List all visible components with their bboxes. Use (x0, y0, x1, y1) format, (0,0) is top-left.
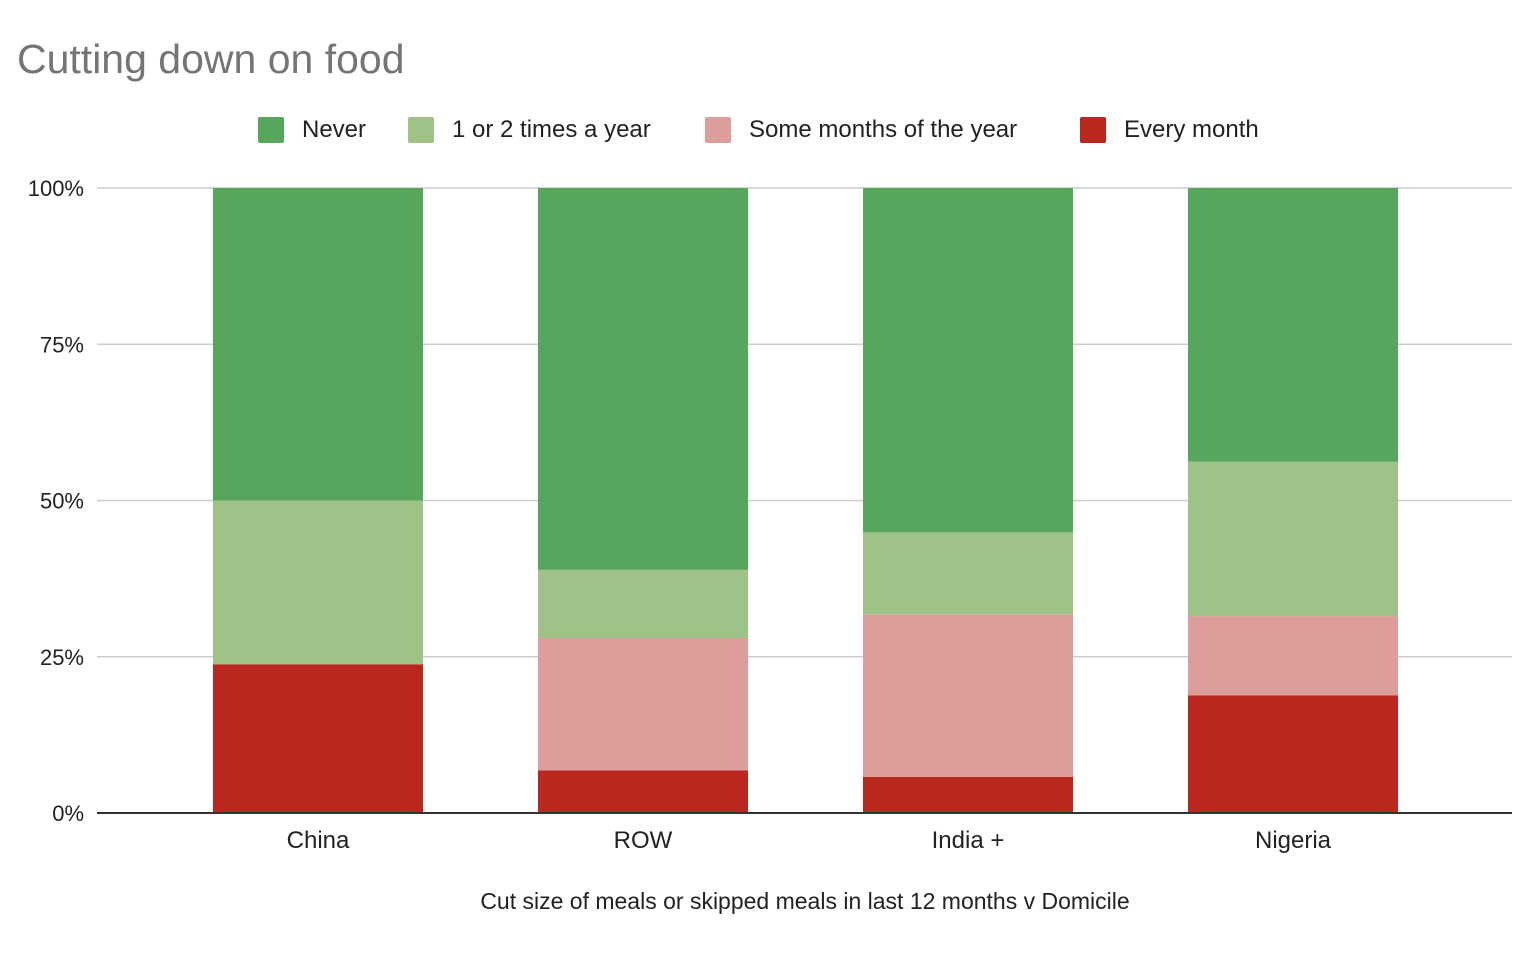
y-tick-label: 100% (28, 176, 84, 201)
bar-segment-nigeria-some-months-of-the-year[interactable] (1188, 616, 1398, 696)
x-tick-label: Nigeria (1255, 827, 1332, 854)
x-axis-label: Cut size of meals or skipped meals in la… (480, 888, 1130, 914)
bar-segment-india-1-or-2-times-a-year[interactable] (863, 532, 1073, 615)
legend: Never 1 or 2 times a year Some months of… (0, 113, 1536, 147)
bar-segment-row-every-month[interactable] (538, 770, 748, 814)
bar-segment-india-every-month[interactable] (863, 776, 1073, 813)
bar-segment-china-never[interactable] (213, 188, 423, 501)
legend-item-never[interactable]: Never (258, 113, 366, 147)
x-axis-ticks: China ROW India + Nigeria (287, 827, 1332, 854)
legend-label-1-or-2-times: 1 or 2 times a year (452, 116, 651, 143)
legend-item-some-months[interactable]: Some months of the year (705, 113, 1017, 147)
bar-segment-nigeria-never[interactable] (1188, 188, 1398, 462)
bars (213, 188, 1398, 813)
x-tick-label: India + (932, 827, 1005, 854)
y-tick-label: 25% (40, 645, 84, 670)
bar-segment-nigeria-every-month[interactable] (1188, 695, 1398, 814)
y-tick-label: 50% (40, 489, 84, 514)
legend-swatch-1-or-2-times (408, 117, 434, 143)
legend-label-some-months: Some months of the year (749, 116, 1018, 143)
bar-segment-nigeria-1-or-2-times-a-year[interactable] (1188, 461, 1398, 617)
legend-item-1-or-2-times[interactable]: 1 or 2 times a year (408, 113, 651, 147)
bar-segment-china-1-or-2-times-a-year[interactable] (213, 500, 423, 665)
bar-segment-china-every-month[interactable] (213, 664, 423, 813)
bar-segment-india-never[interactable] (863, 188, 1073, 533)
legend-label-never: Never (302, 116, 367, 143)
bar-segment-row-1-or-2-times-a-year[interactable] (538, 569, 748, 638)
bar-segment-row-some-months-of-the-year[interactable] (538, 638, 748, 771)
chart-title: Cutting down on food (17, 36, 405, 82)
x-tick-label: ROW (614, 827, 673, 854)
legend-swatch-some-months (705, 117, 731, 143)
legend-item-every-month[interactable]: Every month (1080, 113, 1259, 147)
legend-label-every-month: Every month (1124, 116, 1259, 143)
y-tick-label: 0% (52, 801, 84, 826)
y-tick-label: 75% (40, 332, 84, 357)
x-tick-label: China (287, 827, 350, 854)
y-axis-ticks: 0% 25% 50% 75% 100% (28, 176, 84, 826)
bar-segment-row-never[interactable] (538, 188, 748, 570)
legend-swatch-never (258, 117, 284, 143)
bar-segment-india-some-months-of-the-year[interactable] (863, 614, 1073, 777)
legend-swatch-every-month (1080, 117, 1106, 143)
